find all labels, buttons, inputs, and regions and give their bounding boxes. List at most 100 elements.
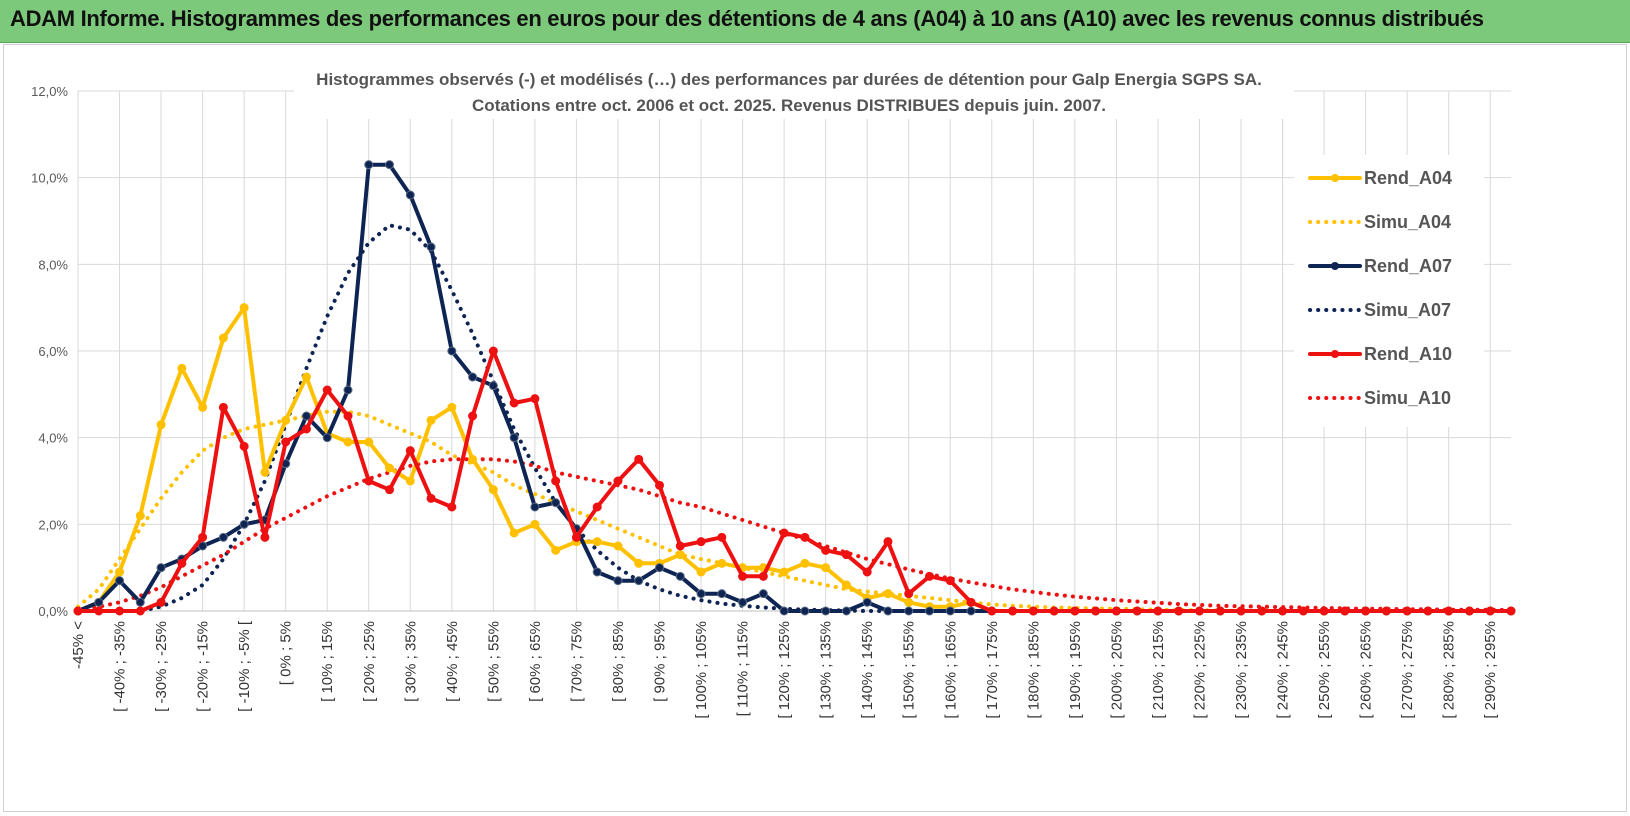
data-point [281, 415, 291, 425]
data-point [405, 446, 415, 456]
data-point [862, 567, 872, 577]
data-point [322, 385, 332, 395]
data-point [821, 563, 831, 573]
x-tick-label: [ 230% ; 235% [1233, 621, 1250, 719]
data-point [385, 463, 395, 473]
data-point [426, 493, 436, 503]
y-tick-label: 12,0% [31, 84, 68, 99]
legend-label: Simu_A07 [1364, 300, 1451, 320]
x-tick-label: [ 40% ; 45% [444, 621, 461, 702]
x-tick-label: [ 10% ; 15% [319, 621, 336, 702]
data-point [156, 420, 166, 430]
data-point [1153, 606, 1163, 616]
x-tick-label: [ 170% ; 175% [984, 621, 1001, 719]
data-point [322, 433, 332, 443]
data-point [675, 541, 685, 551]
data-point [1444, 606, 1454, 616]
data-point [862, 597, 872, 607]
data-point [115, 567, 125, 577]
data-point [1278, 606, 1288, 616]
series-line-rend_a10 [76, 349, 1513, 613]
legend-label: Rend_A10 [1364, 344, 1452, 364]
data-point [717, 589, 727, 599]
data-point [1008, 606, 1018, 616]
data-point [426, 242, 436, 252]
x-tick-label: [ 130% ; 135% [818, 621, 835, 719]
x-axis: -45% < [ -40% ; -35% [ -30% ; -25% [ -20% ;… [70, 610, 1511, 719]
data-point [343, 411, 353, 421]
legend-label: Rend_A04 [1364, 168, 1452, 188]
data-point [405, 190, 415, 200]
data-point [758, 571, 768, 581]
data-point [343, 385, 353, 395]
data-point [904, 597, 914, 607]
data-point [135, 511, 145, 521]
performance-histogram-chart: 0,0% 2,0% 4,0% 6,0% 8,0% 10,0% 12,0% -45% < [ -… [31, 61, 1516, 719]
x-tick-label: [ 210% ; 215% [1150, 621, 1167, 719]
chart-subtitle: Cotations entre oct. 2006 et oct. 2025. … [472, 96, 1106, 115]
data-point [301, 424, 311, 434]
data-point [94, 597, 104, 607]
data-point [800, 558, 810, 568]
data-point [488, 485, 498, 495]
series-lines [73, 160, 1516, 616]
data-point [385, 160, 395, 170]
data-point [1091, 606, 1101, 616]
data-point [883, 537, 893, 547]
data-point [364, 476, 374, 486]
x-tick-label: [ 90% ; 95% [652, 621, 669, 702]
data-point [1402, 606, 1412, 616]
data-point [696, 589, 706, 599]
data-point [509, 398, 519, 408]
x-tick-label: [ -40% ; -35% [112, 621, 129, 712]
data-point [1070, 606, 1080, 616]
data-point [1049, 606, 1059, 616]
data-point [1298, 606, 1308, 616]
data-point [904, 589, 914, 599]
data-point [260, 532, 270, 542]
data-point [1174, 606, 1184, 616]
data-point [156, 597, 166, 607]
data-point [301, 411, 311, 421]
data-point [509, 433, 519, 443]
x-tick-label: [ 280% ; 285% [1441, 621, 1458, 719]
data-point [717, 532, 727, 542]
x-tick-label: [ 160% ; 165% [942, 621, 959, 719]
chart-title: Histogrammes observés (-) et modélisés (… [316, 70, 1262, 89]
data-point [364, 437, 374, 447]
data-point [1111, 606, 1121, 616]
data-point [883, 589, 893, 599]
x-tick-label: [ 120% ; 125% [776, 621, 793, 719]
title-banner: ADAM Informe. Histogrammes des performan… [0, 0, 1630, 43]
data-point [634, 558, 644, 568]
data-point [945, 576, 955, 586]
data-point [426, 415, 436, 425]
data-point [198, 402, 208, 412]
data-point [343, 437, 353, 447]
data-point [447, 346, 457, 356]
data-point [551, 498, 561, 508]
x-tick-label: [ 70% ; 75% [568, 621, 585, 702]
data-point [468, 372, 478, 382]
y-tick-label: 2,0% [38, 517, 68, 532]
data-point [592, 502, 602, 512]
data-point [405, 476, 415, 486]
x-tick-label: [ 290% ; 295% [1482, 621, 1499, 719]
data-point [779, 606, 789, 616]
x-tick-label: [ -10% ; -5% [ [236, 620, 253, 712]
data-point [634, 454, 644, 464]
data-point [758, 589, 768, 599]
data-point [883, 606, 893, 616]
data-point [841, 606, 851, 616]
y-tick-label: 10,0% [31, 171, 68, 186]
data-point [738, 597, 748, 607]
data-point [177, 363, 187, 373]
data-point [94, 606, 104, 616]
data-point [987, 606, 997, 616]
x-tick-label: [ 250% ; 255% [1316, 621, 1333, 719]
data-point [488, 346, 498, 356]
data-point [717, 558, 727, 568]
data-point [1506, 606, 1516, 616]
data-point [1381, 606, 1391, 616]
grid-lines [77, 90, 1511, 612]
